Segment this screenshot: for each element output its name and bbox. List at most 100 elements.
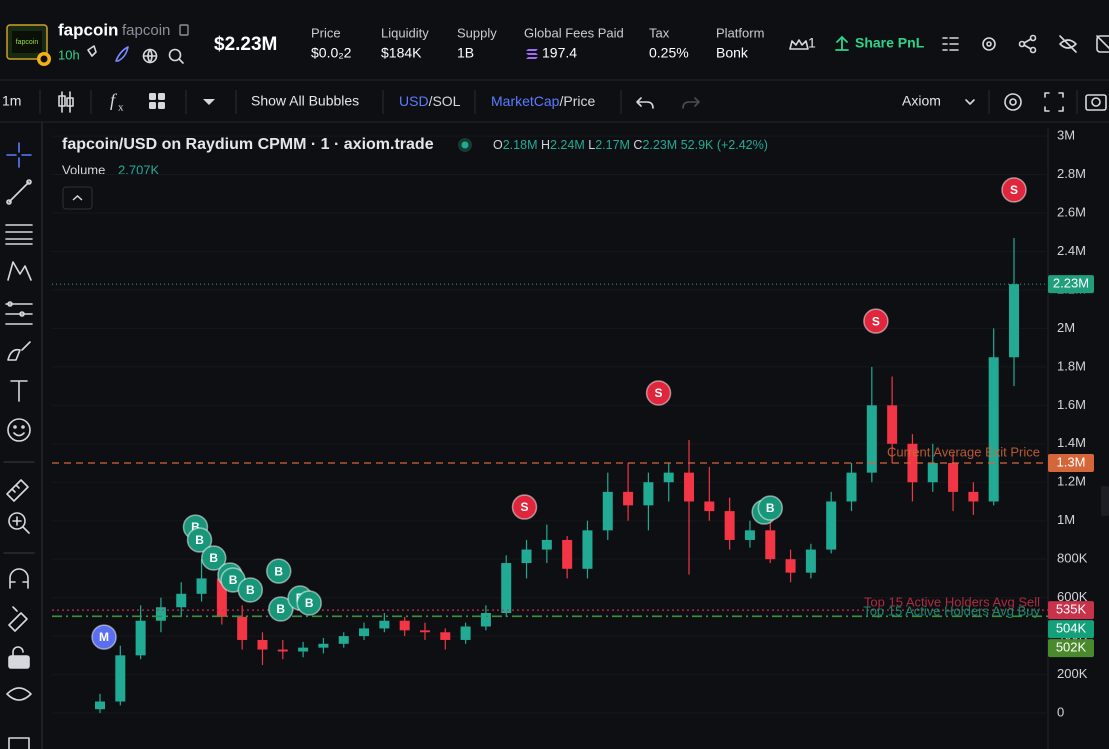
drawing-tools-part[interactable] <box>13 432 25 437</box>
header-icons-part[interactable] <box>982 37 996 51</box>
screenshot-button[interactable] <box>1085 94 1107 111</box>
social-icons[interactable] <box>87 45 184 64</box>
drawing-tools-part[interactable] <box>7 341 31 361</box>
drawing-tools-part[interactable] <box>8 737 30 749</box>
drawing-tools-part[interactable] <box>6 479 29 502</box>
header-icons-part[interactable] <box>1059 35 1077 53</box>
trade-marker[interactable] <box>237 577 264 603</box>
chart-type-button-part[interactable] <box>58 95 66 107</box>
trade-marker[interactable] <box>645 380 672 406</box>
top-holders-button[interactable]: 1 <box>789 35 816 51</box>
collapse-legend-button-part[interactable] <box>72 194 83 201</box>
drawing-tools-part[interactable] <box>8 181 30 203</box>
metric-toggle[interactable]: MarketCap/Price <box>491 93 595 109</box>
chart-type-button[interactable] <box>58 91 74 113</box>
header-icons-part[interactable] <box>942 37 959 51</box>
dropdown-button[interactable] <box>203 99 215 105</box>
drawing-tools-part[interactable] <box>8 606 28 632</box>
fullscreen-button[interactable] <box>1044 92 1064 112</box>
show-bubbles-button[interactable]: Show All Bubbles <box>251 93 359 109</box>
interval-button[interactable]: 1m <box>2 93 21 109</box>
drawing-tools-part[interactable] <box>5 224 33 245</box>
indicators-button-part[interactable]: f <box>110 90 118 110</box>
drawing-tools-part[interactable] <box>21 425 25 429</box>
layouts-button-part[interactable] <box>158 102 165 109</box>
theme-chevron[interactable] <box>965 99 975 105</box>
drawing-tools-part[interactable] <box>19 311 25 317</box>
share-pnl-button-part[interactable] <box>835 35 849 51</box>
header-icons-part[interactable] <box>1029 34 1037 42</box>
undo-button[interactable] <box>636 97 654 109</box>
trade-marker[interactable] <box>1001 177 1027 203</box>
top-holders-button-part[interactable] <box>789 39 809 50</box>
redo-button[interactable] <box>682 97 701 109</box>
trade-marker[interactable] <box>296 590 322 616</box>
drawing-tools-part[interactable] <box>6 687 32 701</box>
header-icons[interactable] <box>942 34 1109 54</box>
drawing-tools-part[interactable] <box>9 568 29 589</box>
header-icons-part[interactable] <box>1096 35 1109 53</box>
token-logo-part[interactable] <box>12 31 42 53</box>
side-handle[interactable] <box>1101 486 1109 516</box>
currency-active[interactable]: USD <box>399 93 429 109</box>
indicators-button-part[interactable]: x <box>118 102 124 114</box>
settings-button-part[interactable] <box>1009 98 1017 106</box>
drawing-tools-part[interactable] <box>7 261 32 281</box>
layouts-button-part[interactable] <box>149 102 156 109</box>
screenshot-button-part[interactable] <box>1085 94 1107 111</box>
drawing-tools-part[interactable] <box>12 646 24 657</box>
token-logo[interactable]: fapcoin <box>6 24 51 66</box>
trade-marker[interactable] <box>863 308 889 334</box>
header-icons-part[interactable] <box>986 41 992 47</box>
layouts-button-part[interactable] <box>149 93 156 100</box>
social-icons-part[interactable] <box>168 48 182 62</box>
metric-other[interactable]: /Price <box>559 93 595 109</box>
drawing-tools-part[interactable] <box>10 380 28 402</box>
social-icons-part[interactable] <box>178 58 184 64</box>
header-icons-part[interactable] <box>1023 38 1032 50</box>
trade-marker[interactable] <box>200 545 227 571</box>
header-icons-part[interactable] <box>1096 35 1109 52</box>
social-icons-part[interactable] <box>115 46 129 62</box>
share-pnl-button[interactable]: Share PnL <box>835 35 925 51</box>
theme-select[interactable]: Axiom <box>902 93 941 109</box>
settings-button-part[interactable] <box>1004 93 1022 111</box>
drawing-tools-part[interactable] <box>26 179 32 185</box>
currency-other[interactable]: /SOL <box>429 93 461 109</box>
token-logo-part[interactable] <box>40 55 48 63</box>
drawing-tools-part[interactable] <box>6 142 32 168</box>
header-icons-part[interactable] <box>1018 40 1026 48</box>
currency-toggle[interactable]: USD/SOL <box>399 93 461 109</box>
chart-type-button-part[interactable] <box>66 97 74 107</box>
copy-icon[interactable] <box>179 24 189 36</box>
social-icons-part[interactable] <box>142 48 158 64</box>
collapse-legend-button-part[interactable] <box>62 186 93 210</box>
drawing-tools-part[interactable] <box>6 199 12 205</box>
drawing-tools-part[interactable] <box>12 516 30 534</box>
layouts-button[interactable] <box>149 93 165 109</box>
drawing-tools-part[interactable] <box>8 655 30 669</box>
trade-marker[interactable] <box>186 527 213 553</box>
drawing-tools-part[interactable] <box>13 425 17 429</box>
drawing-tools-part[interactable] <box>7 301 13 307</box>
layouts-button-part[interactable] <box>158 93 165 100</box>
collapse-legend-button[interactable] <box>62 186 93 210</box>
drawing-tools[interactable] <box>3 121 43 749</box>
token-logo-part[interactable]: fapcoin <box>16 39 39 46</box>
screenshot-button-part[interactable] <box>1091 97 1101 107</box>
trade-marker[interactable] <box>265 558 292 584</box>
trade-marker[interactable] <box>511 494 538 520</box>
trade-marker[interactable] <box>757 495 784 521</box>
social-icons-part[interactable] <box>87 45 97 57</box>
side-handle-part[interactable] <box>1101 486 1109 516</box>
drawing-tools-part[interactable] <box>5 303 33 325</box>
copy-icon-part[interactable] <box>179 24 189 36</box>
metric-active[interactable]: MarketCap <box>491 93 560 109</box>
header-icons-part[interactable] <box>1029 46 1037 54</box>
drawing-tools-part[interactable] <box>8 512 26 530</box>
indicators-button[interactable]: f x <box>110 90 124 113</box>
drawing-tools-part[interactable] <box>7 418 31 442</box>
settings-button[interactable] <box>1004 93 1022 111</box>
trade-marker[interactable] <box>91 624 117 650</box>
trade-marker[interactable] <box>268 596 294 622</box>
